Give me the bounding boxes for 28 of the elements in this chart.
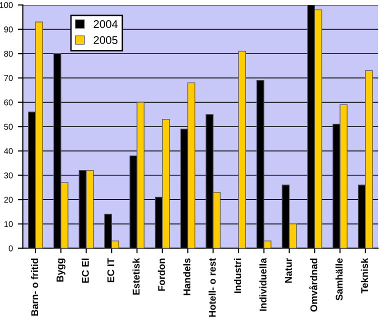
bar — [238, 50, 246, 248]
y-tick-label: 0 — [8, 245, 13, 252]
x-tick-label: Individuella — [259, 258, 267, 311]
y-tick-label: 60 — [4, 99, 13, 106]
y-tick-label: 50 — [4, 124, 13, 130]
x-tick-label: Fordon — [158, 258, 165, 291]
y-tick-label: 90 — [4, 26, 13, 32]
x-tick-label: Barn- o fritid — [30, 258, 38, 316]
x-tick-label: EC IT — [107, 258, 114, 282]
legend-label: 2004 — [94, 20, 118, 28]
x-tick-label: Natur — [285, 258, 292, 283]
x-tick-label: EC El — [82, 258, 89, 283]
y-tick-label: 40 — [4, 148, 13, 154]
x-tick-label: Estetisk — [132, 258, 140, 295]
y-tick-label: 30 — [4, 172, 13, 178]
x-tick-label: Samhälle — [336, 258, 343, 300]
y-tick-label: 100 — [0, 2, 13, 8]
y-tick-label: 70 — [4, 75, 13, 82]
x-tick-label: Hotell- o rest — [208, 258, 216, 317]
y-tick-label: 10 — [4, 221, 13, 228]
x-tick-label: Handels — [183, 258, 190, 296]
y-tick-label: 20 — [4, 196, 13, 203]
x-tick-label: Bygg — [56, 258, 66, 282]
x-tick-label: Teknisk — [360, 258, 368, 294]
legend-label: 2005 — [94, 36, 118, 44]
x-tick-label: Omvårdnad — [309, 258, 318, 312]
y-tick-label: 80 — [4, 50, 13, 57]
x-tick-label: Industri — [234, 258, 242, 293]
